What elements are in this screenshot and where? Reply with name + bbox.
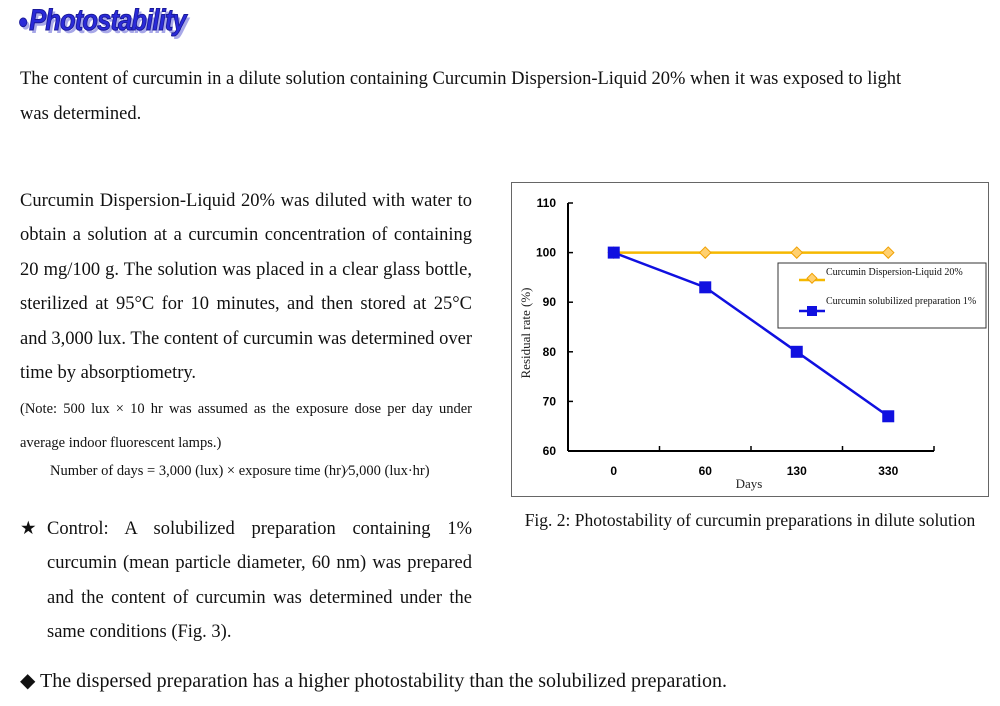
y-tick-label: 100: [536, 246, 556, 260]
star-icon: ★: [20, 519, 37, 539]
legend-square-marker: [807, 306, 817, 316]
y-tick-label: 110: [537, 196, 557, 210]
data-point-square: [699, 281, 712, 294]
x-tick-label: 60: [699, 464, 713, 478]
data-point-square: [790, 345, 803, 358]
conclusion-text: The dispersed preparation has a higher p…: [40, 670, 728, 692]
legend-label-dispersion: Curcumin Dispersion-Liquid 20%: [826, 267, 963, 278]
conclusion: ◆ The dispersed preparation has a higher…: [20, 668, 727, 693]
x-axis-label: Days: [736, 476, 763, 491]
control-text: Control: A solubilized preparation conta…: [47, 519, 472, 643]
bullet-icon: ●: [18, 10, 29, 33]
control-paragraph: ★ Control: A solubilized preparation con…: [20, 512, 472, 650]
data-point-square: [882, 410, 895, 423]
y-tick-label: 60: [543, 444, 557, 458]
y-axis-label: Residual rate (%): [518, 288, 533, 379]
section-title: ●Photostability: [18, 4, 188, 38]
diamond-icon: ◆: [20, 670, 36, 692]
y-tick-label: 70: [543, 394, 557, 408]
data-point-diamond: [698, 246, 712, 259]
section-title-text: Photostability: [29, 4, 187, 38]
note-paragraph: (Note: 500 lux × 10 hr was assumed as th…: [20, 401, 472, 451]
method-paragraph: Curcumin Dispersion-Liquid 20% was dilut…: [20, 191, 472, 384]
legend-diamond-marker: [806, 272, 818, 284]
figure-caption: Fig. 2: Photostability of curcumin prepa…: [524, 510, 976, 530]
x-tick-label: 130: [787, 464, 807, 478]
y-tick-label: 90: [543, 295, 557, 309]
data-point-diamond: [790, 246, 804, 259]
x-tick-label: 330: [878, 464, 898, 478]
y-tick-label: 80: [543, 345, 557, 359]
formula: Number of days = 3,000 (lux) × exposure …: [50, 463, 430, 479]
line-chart: 60 70 80 90 100 110 0 60 130 330 Residual rate (%…: [518, 196, 987, 491]
intro-paragraph: The content of curcumin in a dilute solu…: [20, 69, 902, 124]
series-line-1: [613, 251, 889, 418]
x-tick-label: 0: [610, 464, 617, 478]
legend-label-solubilized: Curcumin solubilized preparation 1%: [826, 296, 977, 307]
chart-frame: 60 70 80 90 100 110 0 60 130 330 Residual rate (%…: [511, 182, 989, 497]
data-point-square: [607, 246, 620, 259]
legend: Curcumin Dispersion-Liquid 20% Curcumin …: [777, 262, 987, 329]
data-point-diamond: [881, 246, 895, 259]
